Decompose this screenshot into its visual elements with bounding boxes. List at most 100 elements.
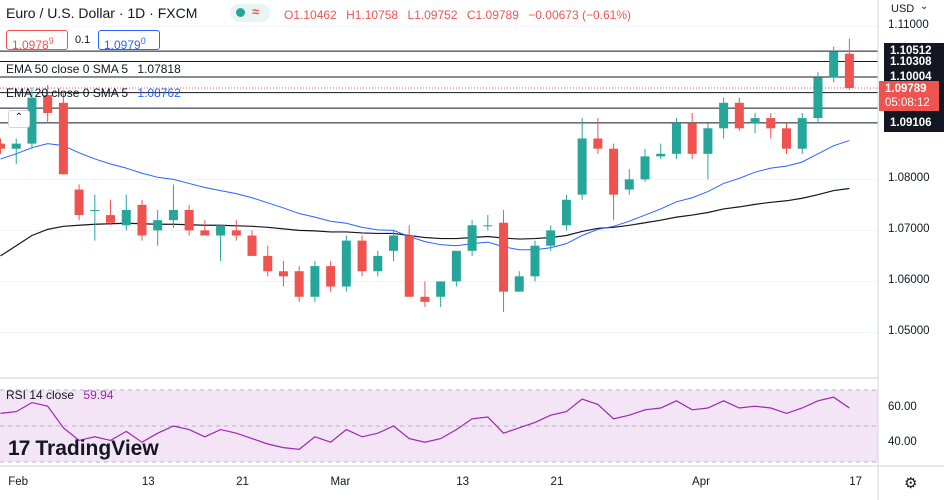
time-tick: 21 bbox=[236, 476, 249, 488]
time-tick: Apr bbox=[692, 476, 710, 488]
candle bbox=[153, 209, 163, 246]
candle bbox=[58, 92, 68, 175]
candle bbox=[341, 235, 351, 292]
market-status-badge[interactable]: ≈ bbox=[230, 4, 270, 22]
candle bbox=[294, 266, 304, 302]
candle-body bbox=[58, 102, 68, 175]
candle bbox=[389, 230, 398, 262]
candle bbox=[200, 220, 210, 236]
candle bbox=[357, 235, 367, 277]
ohlc-close: C1.09789 bbox=[466, 8, 519, 22]
candle-body bbox=[231, 230, 241, 236]
candle-body bbox=[106, 215, 116, 223]
candle-body bbox=[640, 156, 650, 180]
candle-body bbox=[341, 240, 351, 287]
candle-body bbox=[734, 102, 744, 129]
candle bbox=[656, 143, 666, 159]
candle bbox=[546, 225, 556, 251]
candle-body bbox=[687, 123, 697, 154]
candle-body bbox=[216, 225, 226, 236]
candle bbox=[310, 261, 320, 302]
time-tick: 17 bbox=[849, 476, 863, 488]
candle-body bbox=[74, 189, 84, 216]
collapse-legend-chevron-icon[interactable]: ⌃ bbox=[8, 110, 30, 128]
candle bbox=[829, 46, 839, 83]
candle-body bbox=[844, 53, 854, 89]
symbol-title[interactable]: Euro / U.S. Dollar · 1D · FXCM bbox=[6, 5, 198, 21]
candle-body bbox=[168, 209, 178, 221]
candle bbox=[577, 118, 587, 200]
tradingview-logo[interactable]: 17 TradingView bbox=[8, 434, 159, 464]
candle-body bbox=[294, 271, 304, 297]
candle bbox=[813, 72, 823, 124]
candle-body bbox=[404, 235, 414, 297]
candle-body bbox=[27, 97, 37, 144]
candle bbox=[671, 118, 681, 159]
candle bbox=[640, 148, 650, 182]
candle-body bbox=[184, 209, 194, 231]
candle-body bbox=[90, 209, 100, 211]
logo-mark-icon: 17 bbox=[8, 437, 30, 460]
candle-body bbox=[200, 230, 210, 236]
candle-body bbox=[577, 138, 587, 195]
candle-body bbox=[530, 245, 540, 277]
price-tick: 1.08000 bbox=[888, 172, 930, 185]
spread-value: 0.1 bbox=[75, 34, 91, 46]
candle bbox=[561, 194, 571, 231]
ema20-polyline bbox=[0, 140, 850, 251]
buy-price: 1.0979 bbox=[104, 38, 141, 52]
candle bbox=[514, 271, 524, 292]
ema50-value: 1.07818 bbox=[137, 62, 181, 76]
candle-body bbox=[782, 128, 791, 149]
candle-body bbox=[483, 225, 493, 227]
candle bbox=[11, 138, 21, 165]
candle-body bbox=[593, 138, 603, 149]
time-tick: 13 bbox=[141, 476, 155, 488]
ohlc-legend: O1.10462 H1.10758 L1.09752 C1.09789 −0.0… bbox=[284, 8, 637, 22]
rsi-pane bbox=[0, 389, 878, 463]
candle bbox=[624, 169, 634, 195]
bar-countdown: 05:08:12 bbox=[885, 97, 930, 109]
candle-body bbox=[671, 123, 681, 154]
rsi-legend[interactable]: RSI 14 close 59.94 bbox=[6, 388, 119, 402]
candle-body bbox=[719, 102, 729, 129]
candle-body bbox=[153, 220, 163, 231]
ema20-legend[interactable]: EMA 20 close 0 SMA 5 1.08762 bbox=[6, 86, 187, 100]
ema50-legend[interactable]: EMA 50 close 0 SMA 5 1.07818 bbox=[6, 62, 187, 76]
candle bbox=[593, 118, 603, 154]
horizontal-levels bbox=[0, 50, 878, 124]
time-tick: 13 bbox=[456, 476, 470, 488]
sell-button[interactable]: 1.09789 bbox=[6, 30, 68, 52]
candle-body bbox=[766, 118, 776, 129]
candle-body bbox=[310, 266, 320, 297]
candle bbox=[420, 281, 430, 307]
price-tick: 1.11000 bbox=[888, 19, 929, 32]
currency-dropdown-chevron-icon[interactable]: ⌄ bbox=[920, 1, 929, 12]
candle bbox=[74, 184, 84, 221]
last-price-value: 1.09789 bbox=[885, 83, 927, 95]
rsi-polyline bbox=[0, 396, 850, 451]
candle-body bbox=[263, 255, 273, 272]
currency-label[interactable]: USD bbox=[891, 3, 915, 15]
candle-body bbox=[514, 276, 524, 292]
candle bbox=[436, 281, 446, 307]
symbol-legend: Euro / U.S. Dollar · 1D · FXCM bbox=[6, 5, 203, 21]
buy-price-sup: 0 bbox=[140, 36, 146, 46]
wave-icon: ≈ bbox=[252, 4, 260, 19]
candle bbox=[27, 87, 37, 149]
candle bbox=[216, 225, 226, 262]
candle bbox=[782, 123, 791, 154]
candle-body bbox=[278, 271, 288, 277]
settings-gear-icon[interactable]: ⚙ bbox=[904, 475, 918, 492]
buy-button[interactable]: 1.09790 bbox=[98, 30, 160, 52]
candle bbox=[326, 261, 336, 292]
candle-body bbox=[609, 148, 619, 195]
sell-price: 1.0978 bbox=[12, 38, 49, 52]
candle-body bbox=[420, 296, 430, 302]
candle bbox=[687, 112, 697, 159]
candle bbox=[43, 84, 53, 124]
price-tick: 1.07000 bbox=[888, 223, 930, 236]
ema20-label: EMA 20 close 0 SMA 5 bbox=[6, 86, 129, 100]
sell-price-sup: 9 bbox=[48, 36, 54, 46]
